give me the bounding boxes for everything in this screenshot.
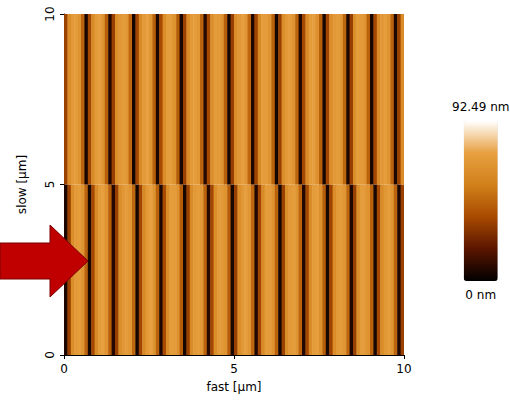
svg-text:10: 10	[396, 362, 411, 376]
svg-text:slow [µm]: slow [µm]	[15, 155, 29, 214]
svg-text:5: 5	[43, 181, 57, 189]
svg-text:0: 0	[43, 351, 57, 359]
svg-text:92.49 nm: 92.49 nm	[452, 100, 509, 114]
svg-text:0 nm: 0 nm	[465, 288, 496, 302]
svg-text:fast [µm]: fast [µm]	[206, 380, 261, 394]
svg-text:5: 5	[230, 362, 238, 376]
svg-text:10: 10	[43, 6, 57, 21]
svg-text:0: 0	[60, 362, 68, 376]
